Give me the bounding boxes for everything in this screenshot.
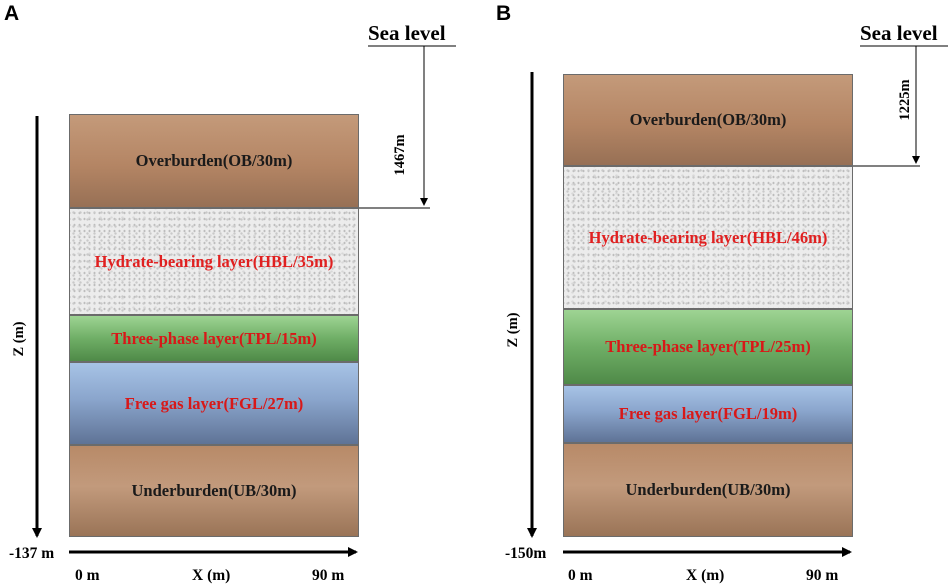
panel-a-layer-free-gas-label: Free gas layer(FGL/27m) (124, 393, 304, 413)
panel-a-z-axis-label: Z (m) (11, 321, 27, 357)
panel-b-layer-hydrate-bearing: Hydrate-bearing layer(HBL/46m) (563, 166, 853, 309)
panel-b-layer-underburden: Underburden(UB/30m) (563, 443, 853, 537)
panel-b-layer-three-phase-label: Three-phase layer(TPL/25m) (605, 337, 811, 356)
panel-a-layer-three-phase: Three-phase layer(TPL/15m) (69, 315, 359, 362)
panel-b-x-end-value: 90 m (806, 567, 839, 584)
panel-b-x-axis-label: X (m) (686, 567, 725, 584)
panel-b-sea-level-label: Sea level (860, 21, 938, 45)
panel-b-depth-label: 1225m (897, 79, 913, 121)
panel-b-layer-free-gas: Free gas layer(FGL/19m) (563, 385, 853, 443)
panel-a-layer-underburden: Underburden(UB/30m) (69, 445, 359, 537)
panel-b-z-bottom-value: -150m (505, 545, 547, 562)
panel-b-layer-free-gas-label: Free gas layer(FGL/19m) (618, 404, 798, 423)
panel-b-layer-three-phase: Three-phase layer(TPL/25m) (563, 309, 853, 385)
panel-a-x-end-value: 90 m (312, 567, 345, 584)
panel-a-x-start-value: 0 m (75, 567, 100, 584)
panel-a-layer-underburden-label: Underburden(UB/30m) (131, 481, 297, 500)
panel-a-layer-hydrate-bearing-label: Hydrate-bearing layer(HBL/35m) (94, 251, 334, 271)
panel-a-layer-free-gas: Free gas layer(FGL/27m) (69, 362, 359, 445)
panel-b-z-axis-label: Z (m) (505, 312, 521, 348)
panel-b-label: B (496, 2, 512, 25)
panel-b-x-start-value: 0 m (568, 567, 593, 584)
panel-b-layer-overburden-label: Overburden(OB/30m) (629, 110, 787, 129)
panel-a-label: A (4, 2, 20, 25)
panel-a-z-bottom-value: -137 m (9, 545, 55, 562)
panel-b-layer-underburden-label: Underburden(UB/30m) (625, 480, 791, 499)
panel-a-layer-overburden-label: Overburden(OB/30m) (135, 151, 293, 170)
panel-a-layer-hydrate-bearing: Hydrate-bearing layer(HBL/35m) (69, 208, 359, 315)
panel-a-depth-label: 1467m (392, 134, 408, 176)
panel-a-layer-overburden: Overburden(OB/30m) (69, 114, 359, 208)
panel-b-layer-overburden: Overburden(OB/30m) (563, 74, 853, 166)
panel-a-x-axis-label: X (m) (192, 567, 231, 584)
panel-a-layer-three-phase-label: Three-phase layer(TPL/15m) (111, 328, 317, 348)
panel-b-layer-hydrate-bearing-label: Hydrate-bearing layer(HBL/46m) (588, 227, 828, 247)
panel-a-sea-level-label: Sea level (368, 21, 446, 45)
